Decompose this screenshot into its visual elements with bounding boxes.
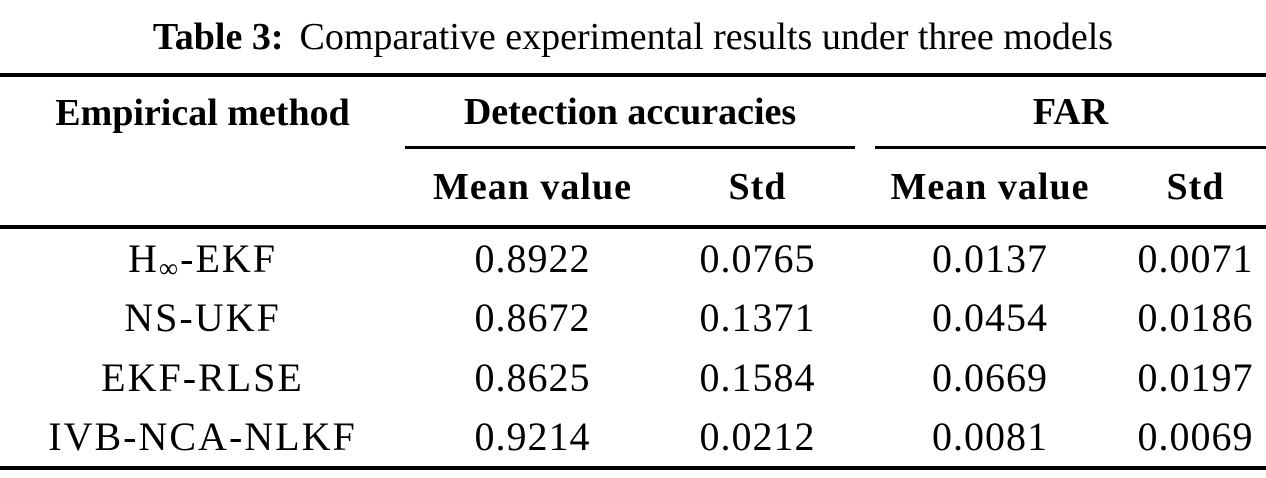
subheader-da-std: Std: [728, 166, 787, 208]
table-body: H ∞ -EKF 0.8922 0.0765 0.0137 0.0071 NS-UK…: [0, 229, 1266, 466]
method-cell: H ∞ -EKF: [0, 229, 405, 288]
far-mean-cell: 0.0137: [932, 236, 1048, 282]
far-mean-cell: 0.0454: [932, 295, 1048, 341]
table-row: NS-UKF 0.8672 0.1371 0.0454 0.0186: [0, 288, 1266, 347]
far-group: FAR: [875, 77, 1266, 149]
method-cell: IVB-NCA-NLKF: [0, 407, 405, 466]
table-row: EKF-RLSE 0.8625 0.1584 0.0669 0.0197: [0, 348, 1266, 407]
far-mean-cell: 0.0081: [932, 413, 1048, 459]
da-std-cell: 0.0765: [699, 236, 816, 282]
caption-label: Table 3:: [152, 15, 284, 58]
subheader-spacer: [0, 149, 405, 225]
header-body-rule: [0, 225, 1266, 229]
method-cell: EKF-RLSE: [0, 348, 405, 407]
method-cell: NS-UKF: [0, 288, 405, 347]
detection-accuracies-cmidrule: [405, 146, 855, 149]
table-caption: Table 3: Comparative experimental result…: [0, 0, 1266, 73]
subheader-far-std: Std: [1166, 166, 1225, 208]
da-mean-cell: 0.8625: [474, 354, 591, 400]
far-mean-cell: 0.0669: [932, 354, 1048, 400]
method-main: IVB-NCA-NLKF: [48, 413, 357, 459]
caption-text: Comparative experimental results under t…: [299, 15, 1114, 58]
far-std-cell: 0.0069: [1137, 413, 1254, 459]
method-main: H: [127, 236, 159, 282]
far-std-cell: 0.0186: [1137, 295, 1254, 341]
method-main: EKF-RLSE: [101, 354, 304, 400]
detection-accuracies-label: Detection accuracies: [463, 90, 797, 133]
da-std-cell: 0.0212: [699, 413, 816, 459]
da-mean-cell: 0.8922: [474, 236, 591, 282]
subheader-far-mean: Mean value: [890, 166, 1090, 208]
empirical-method-header: Empirical method: [55, 92, 350, 134]
method-rest: -EKF: [180, 236, 278, 282]
method-subscript: ∞: [158, 253, 181, 284]
table-row: IVB-NCA-NLKF 0.9214 0.0212 0.0081 0.0069: [0, 407, 1266, 466]
table-row: H ∞ -EKF 0.8922 0.0765 0.0137 0.0071: [0, 229, 1266, 288]
far-cmidrule: [875, 146, 1266, 149]
bottom-rule: [0, 466, 1266, 470]
method-main: NS-UKF: [124, 295, 281, 341]
top-rule: [0, 73, 1266, 77]
far-std-cell: 0.0071: [1137, 236, 1254, 282]
subheader-da-mean: Mean value: [433, 166, 632, 208]
far-std-cell: 0.0197: [1137, 354, 1254, 400]
da-std-cell: 0.1584: [699, 354, 816, 400]
detection-accuracies-group: Detection accuracies: [405, 77, 855, 149]
da-mean-cell: 0.8672: [474, 295, 591, 341]
da-mean-cell: 0.9214: [474, 413, 591, 459]
subheader-row: Mean value Std Mean value Std: [0, 149, 1266, 225]
far-label: FAR: [1032, 90, 1109, 133]
group-header-row: Empirical method Detection accuracies FA…: [0, 77, 1266, 149]
da-std-cell: 0.1371: [699, 295, 816, 341]
